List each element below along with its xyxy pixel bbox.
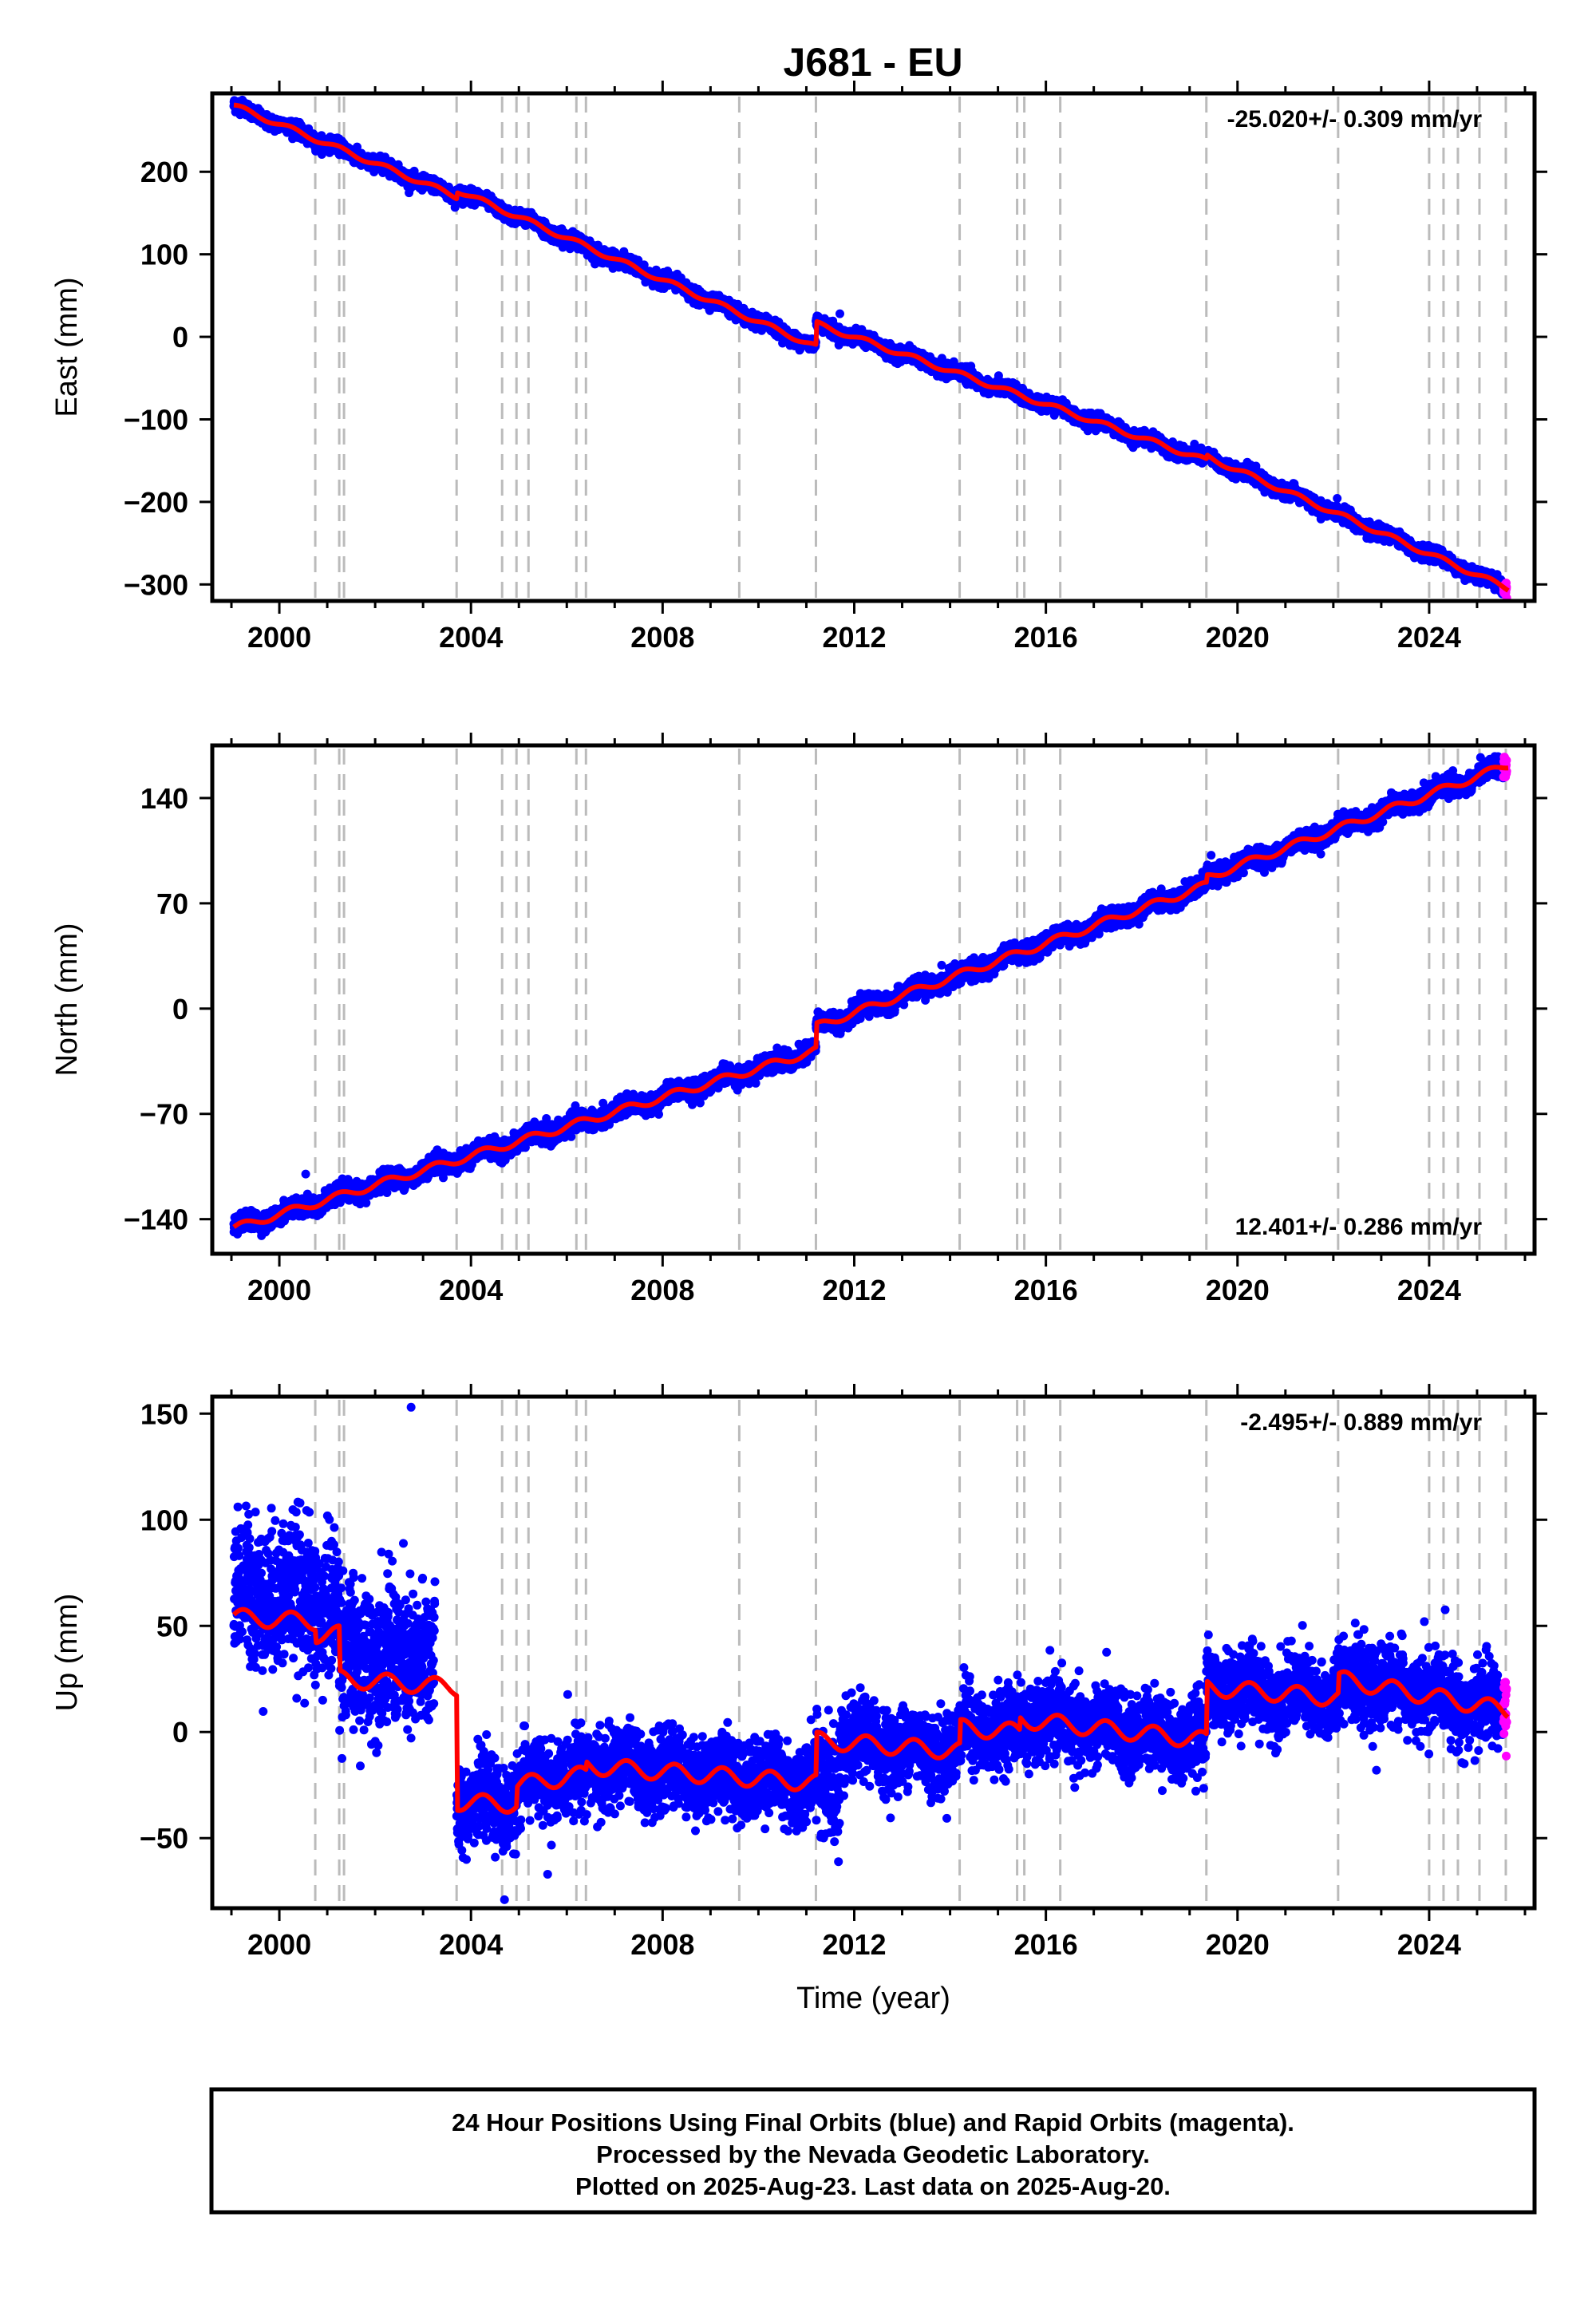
- final-orbit-point: [353, 142, 361, 152]
- chart-title: J681 - EU: [783, 40, 962, 85]
- east-panel: 2000 2004 2008 2012 2016 2020 2024−300−200−100…: [50, 81, 1547, 654]
- data-points: [229, 95, 1511, 601]
